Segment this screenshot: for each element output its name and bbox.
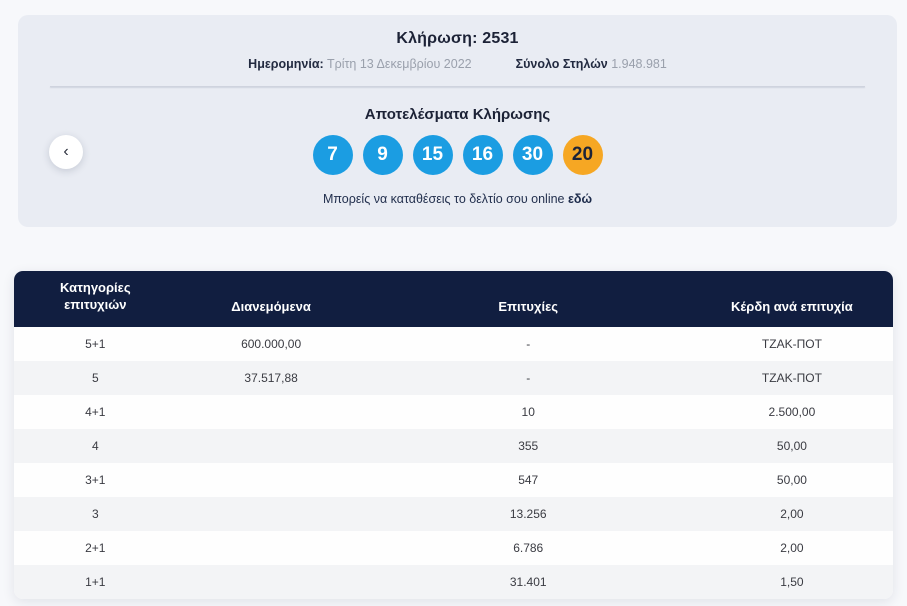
- number-ball: 9: [362, 135, 403, 175]
- prev-button[interactable]: ‹: [49, 135, 83, 169]
- cell-prize: ΤΖΑΚ-ΠΟΤ: [690, 361, 893, 395]
- cell-distributed: 37.517,88: [176, 361, 366, 395]
- cell-category: 4: [14, 429, 177, 463]
- table-row: 4 355 50,00: [14, 429, 893, 463]
- cell-winners: -: [365, 361, 691, 395]
- cell-prize: ΤΖΑΚ-ΠΟΤ: [690, 327, 893, 361]
- cell-winners: 547: [365, 463, 691, 497]
- cell-winners: 355: [365, 429, 691, 463]
- cell-prize: 2,00: [690, 531, 893, 565]
- cell-distributed: [176, 429, 366, 463]
- header-prize: Κέρδη ανά επιτυχία: [690, 271, 893, 327]
- number-ball: 30: [512, 135, 553, 175]
- cell-distributed: [176, 531, 366, 565]
- total-columns-value: 1.948.981: [611, 57, 667, 71]
- number-ball: 7: [312, 135, 353, 175]
- cell-distributed: [176, 395, 366, 429]
- joker-ball: 20: [562, 135, 603, 175]
- drawn-numbers: 7 9 15 16 30 20: [18, 135, 897, 175]
- table-row: 1+1 31.401 1,50: [14, 565, 893, 599]
- cell-prize: 2,00: [690, 497, 893, 531]
- header-winners: Επιτυχίες: [365, 271, 691, 327]
- cell-winners: 13.256: [365, 497, 691, 531]
- cell-distributed: 600.000,00: [176, 327, 366, 361]
- table-row: 3 13.256 2,00: [14, 497, 893, 531]
- draw-title: Κλήρωση: 2531: [396, 30, 519, 47]
- cell-category: 3+1: [14, 463, 177, 497]
- cell-distributed: [176, 463, 366, 497]
- cell-winners: 10: [365, 395, 691, 429]
- table-row: 3+1 547 50,00: [14, 463, 893, 497]
- cell-category: 5+1: [14, 327, 177, 361]
- cell-category: 5: [14, 361, 177, 395]
- chevron-left-icon: ‹: [63, 143, 69, 160]
- cta-text: Μπορείς να καταθέσεις το δελτίο σου onli…: [322, 192, 565, 206]
- draw-summary-card: Κλήρωση: 2531 Ημερομηνία: Τρίτη 13 Δεκεμ…: [18, 15, 897, 227]
- total-columns: Σύνολο Στηλών 1.948.981: [516, 57, 667, 71]
- cell-prize: 2.500,00: [690, 395, 893, 429]
- draw-date-label: Ημερομηνία:: [248, 57, 324, 71]
- cell-distributed: [176, 497, 366, 531]
- results-table: Κατηγορίες επιτυχιών Διανεμόμενα Επιτυχί…: [14, 271, 893, 599]
- cell-category: 1+1: [14, 565, 177, 599]
- table-row: 5 37.517,88 - ΤΖΑΚ-ΠΟΤ: [14, 361, 893, 395]
- cell-distributed: [176, 565, 366, 599]
- card-divider: [50, 86, 865, 87]
- cell-winners: 31.401: [365, 565, 691, 599]
- cell-category: 4+1: [14, 395, 177, 429]
- cell-prize: 50,00: [690, 463, 893, 497]
- cell-category: 2+1: [14, 531, 177, 565]
- cta-line: Μπορείς να καταθέσεις το δελτίο σου onli…: [18, 192, 897, 206]
- table-header-row: Κατηγορίες επιτυχιών Διανεμόμενα Επιτυχί…: [14, 271, 893, 327]
- draw-date: Ημερομηνία: Τρίτη 13 Δεκεμβρίου 2022: [248, 57, 471, 71]
- cell-prize: 1,50: [690, 565, 893, 599]
- cell-prize: 50,00: [690, 429, 893, 463]
- cell-winners: -: [365, 327, 691, 361]
- cta-link[interactable]: εδώ: [567, 192, 593, 206]
- results-title: Αποτελέσματα Κλήρωσης: [364, 106, 551, 123]
- draw-date-value: Τρίτη 13 Δεκεμβρίου 2022: [326, 57, 472, 71]
- cell-winners: 6.786: [365, 531, 691, 565]
- table-row: 2+1 6.786 2,00: [14, 531, 893, 565]
- number-ball: 15: [412, 135, 453, 175]
- total-columns-label: Σύνολο Στηλών: [515, 57, 608, 71]
- cell-category: 3: [14, 497, 177, 531]
- number-ball: 16: [462, 135, 503, 175]
- draw-meta-row: Ημερομηνία: Τρίτη 13 Δεκεμβρίου 2022 Σύν…: [18, 57, 897, 71]
- header-category: Κατηγορίες επιτυχιών: [14, 271, 177, 327]
- table-row: 5+1 600.000,00 - ΤΖΑΚ-ΠΟΤ: [14, 327, 893, 361]
- header-distributed: Διανεμόμενα: [176, 271, 366, 327]
- table-row: 4+1 10 2.500,00: [14, 395, 893, 429]
